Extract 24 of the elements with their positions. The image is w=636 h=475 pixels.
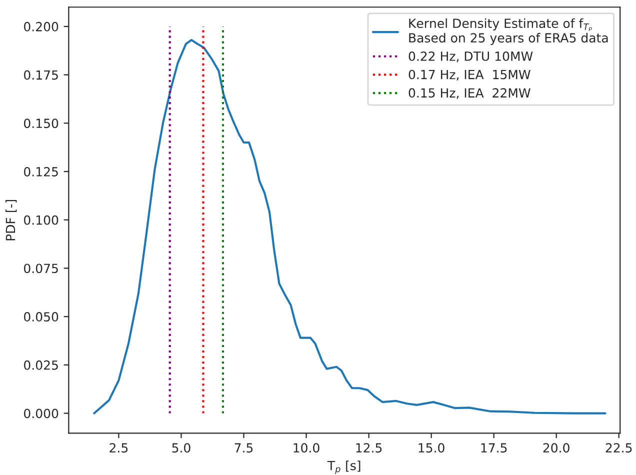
y-tick-label: 0.125 — [24, 166, 58, 176]
legend-label: 0.17 Hz, IEA 15MW — [408, 70, 530, 81]
x-tick-label: 2.5 — [110, 443, 128, 453]
x-tick-label: 17.5 — [481, 443, 507, 453]
legend-label: 0.22 Hz, DTU 10MW — [408, 51, 533, 62]
y-axis-title: PDF [-] — [6, 200, 17, 240]
x-tick-label: 12.5 — [356, 443, 382, 453]
y-tick-label: 0.175 — [24, 70, 58, 80]
y-tick-label: 0.200 — [24, 22, 58, 32]
x-tick-label: 5.0 — [172, 443, 190, 453]
y-tick-label: 0.075 — [24, 264, 58, 274]
y-tick-label: 0.100 — [24, 215, 58, 225]
x-tick-label: 15.0 — [418, 443, 444, 453]
x-tick-label: 20.0 — [543, 443, 570, 453]
x-axis-title: T$_{p}$ [s] — [327, 460, 360, 474]
legend-label: Kernel Density Estimate of f$_{Tₚ}$ Based on 25 years of ERA5 data — [409, 18, 608, 45]
legend-label: 0.15 Hz, IEA 22MW — [408, 88, 530, 99]
x-tick-label: 7.5 — [234, 443, 253, 453]
x-tick-label: 22.5 — [606, 443, 632, 453]
x-tick-label: 10.0 — [294, 443, 320, 453]
y-tick-label: 0.150 — [24, 118, 58, 128]
y-tick-label: 0.000 — [24, 408, 58, 418]
y-tick-label: 0.050 — [24, 312, 58, 322]
y-tick-label: 0.025 — [24, 360, 58, 370]
